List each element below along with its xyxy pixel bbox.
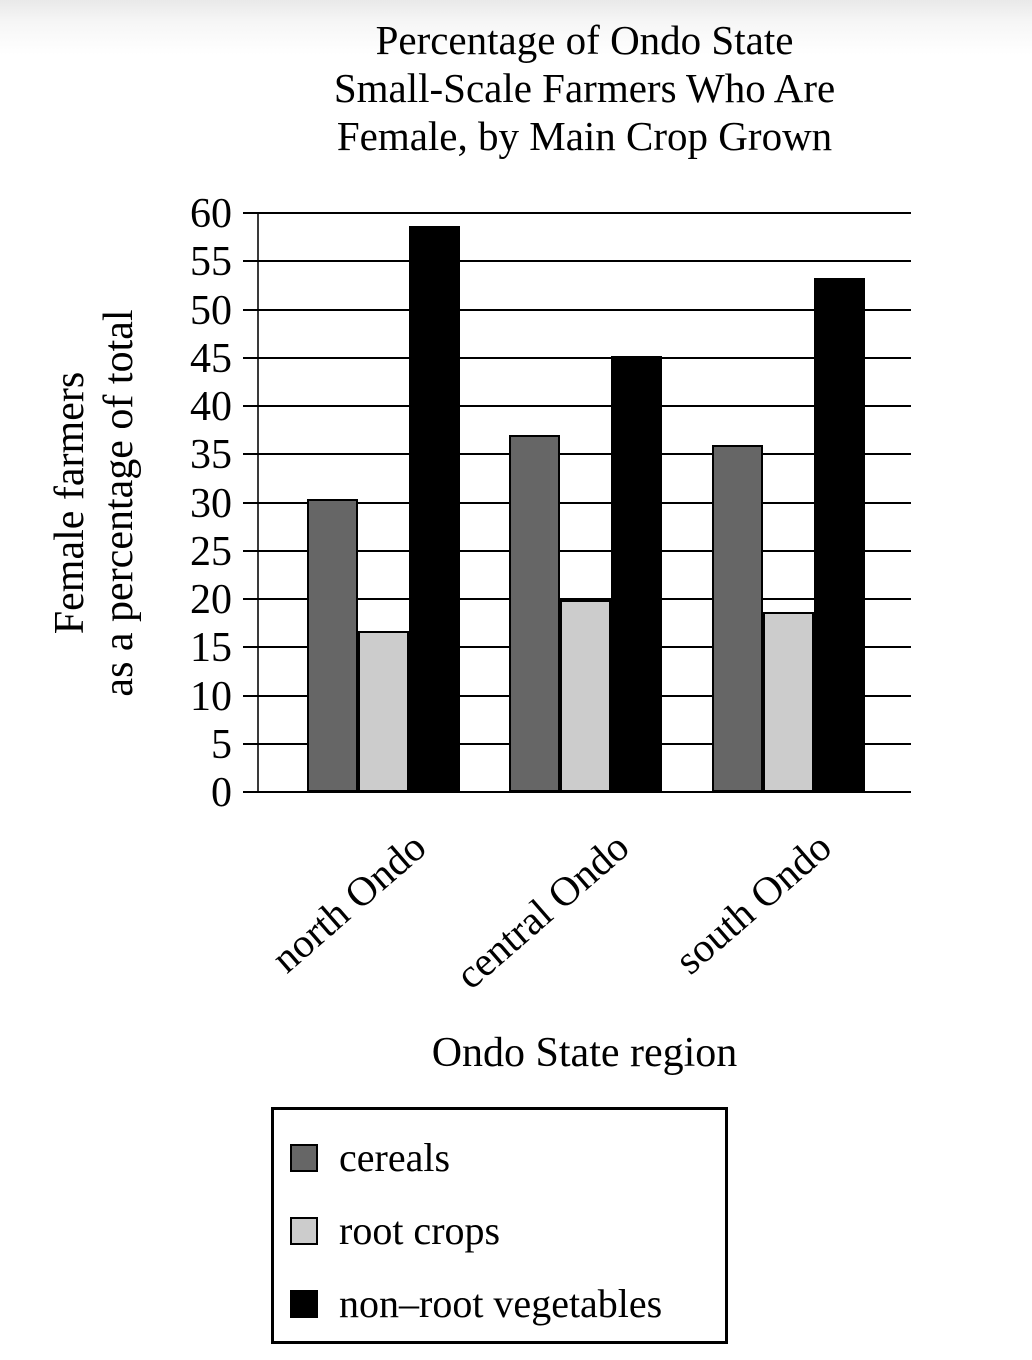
- bar-non-root-vegetables-south-ondo: [813, 277, 865, 792]
- legend-swatch-root-crops: [290, 1217, 318, 1245]
- y-tick-label-45: 45: [190, 335, 232, 382]
- legend-item-root-crops: root crops: [290, 1209, 500, 1253]
- legend-label-root-crops: root crops: [339, 1208, 501, 1253]
- x-tick-label-central-ondo: central Ondo: [446, 823, 638, 998]
- x-axis-title: Ondo State region: [431, 1030, 738, 1076]
- bar-cereals-north-ondo: [306, 498, 358, 792]
- gridline-y-0: [243, 791, 911, 793]
- y-tick-label-60: 60: [190, 191, 232, 237]
- y-tick-label-0: 0: [211, 770, 232, 816]
- y-tick-label-25: 25: [190, 528, 232, 575]
- legend-swatch-cereals: [290, 1144, 318, 1172]
- bar-cereals-central-ondo: [509, 434, 560, 792]
- gridline-y-45: [243, 356, 911, 359]
- y-tick-label-15: 15: [190, 625, 232, 672]
- chart-title: Percentage of Ondo State Small-Scale Far…: [258, 16, 911, 160]
- bar-non-root-vegetables-central-ondo: [611, 355, 662, 792]
- y-tick-label-50: 50: [190, 287, 232, 334]
- y-tick-label-5: 5: [211, 721, 232, 768]
- bar-root-crops-central-ondo: [560, 599, 611, 792]
- gridline-y-20: [243, 598, 911, 600]
- x-tick-label-south-ondo: south Ondo: [665, 823, 840, 983]
- chart-title-line-2: Small-Scale Farmers Who Are: [333, 65, 836, 111]
- legend: cereals root crops non–root vegetables: [271, 1107, 728, 1344]
- y-tick-label-40: 40: [190, 384, 232, 430]
- y-tick-label-20: 20: [190, 577, 232, 623]
- y-tick-label-55: 55: [190, 239, 232, 286]
- gridline-y-50: [243, 308, 911, 311]
- bar-non-root-vegetables-north-ondo: [408, 225, 460, 792]
- legend-swatch-non-root-vegetables: [290, 1290, 318, 1318]
- legend-item-cereals: cereals: [290, 1136, 450, 1180]
- chart-title-line-1: Percentage of Ondo State: [375, 17, 794, 63]
- gridline-y-25: [243, 549, 911, 552]
- gridline-y-40: [243, 405, 911, 407]
- legend-label-cereals: cereals: [339, 1135, 451, 1180]
- gridline-y-60: [243, 212, 911, 214]
- legend-item-non-root-vegetables: non–root vegetables: [290, 1282, 662, 1326]
- bar-root-crops-north-ondo: [357, 630, 409, 792]
- chart-title-line-3: Female, by Main Crop Grown: [336, 113, 833, 159]
- bar-cereals-south-ondo: [711, 444, 763, 792]
- legend-label-non-root-vegetables: non–root vegetables: [339, 1281, 663, 1326]
- bar-root-crops-south-ondo: [762, 611, 814, 792]
- gridline-y-55: [243, 260, 911, 263]
- gridline-y-30: [243, 501, 911, 504]
- y-tick-label-30: 30: [190, 480, 232, 527]
- y-tick-label-10: 10: [190, 673, 232, 720]
- gridline-y-35: [243, 453, 911, 456]
- x-tick-label-north-ondo: north Ondo: [262, 823, 435, 982]
- y-tick-label-35: 35: [190, 432, 232, 479]
